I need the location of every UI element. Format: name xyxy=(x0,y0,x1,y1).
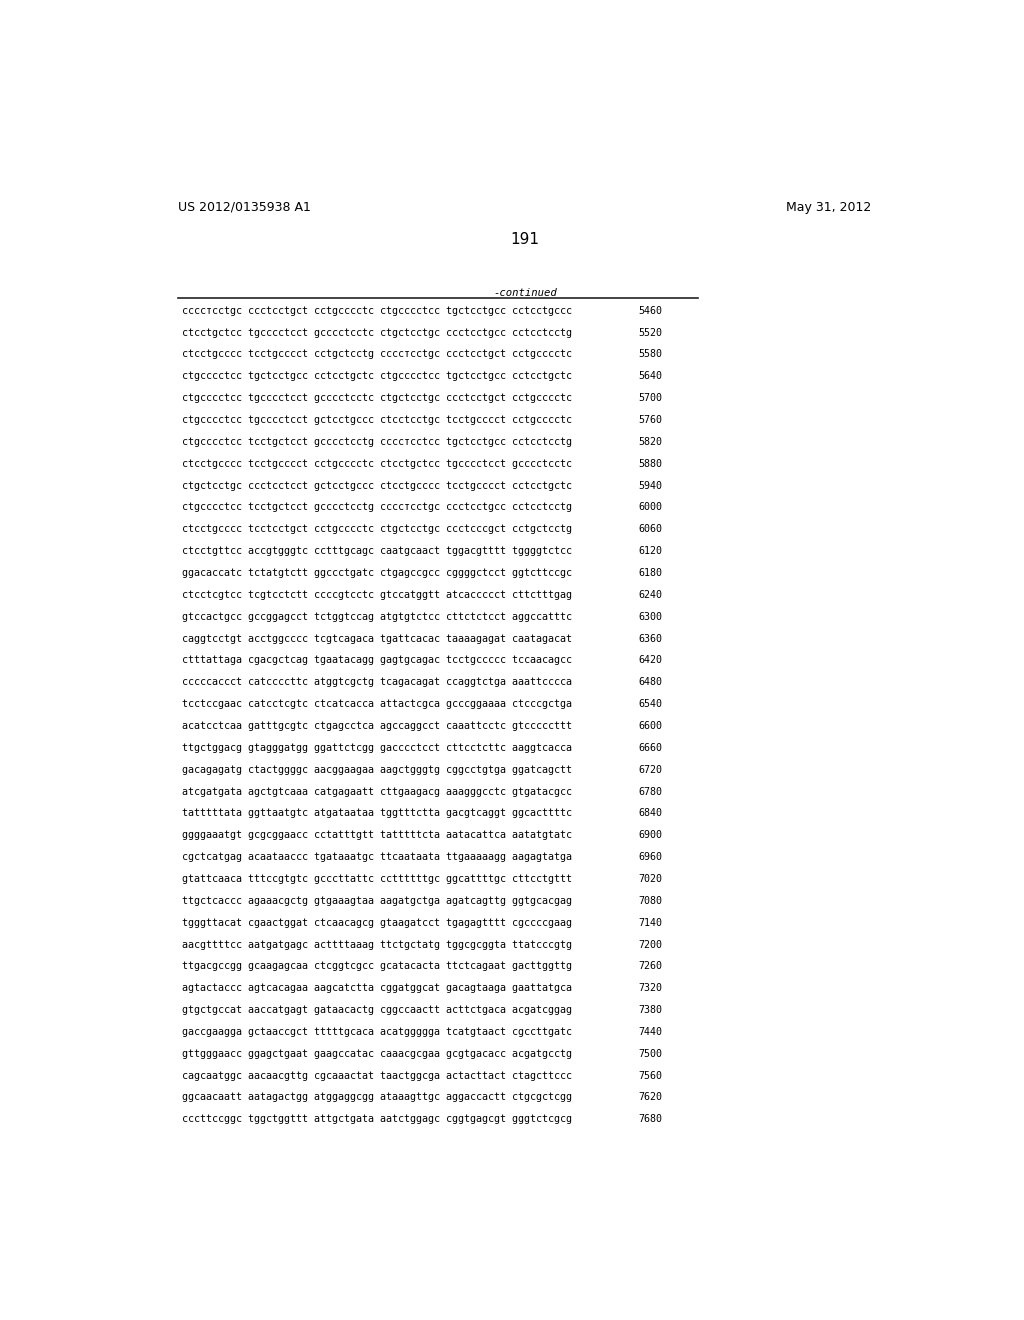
Text: 6660: 6660 xyxy=(639,743,663,752)
Text: ctgcccctcc tcctgctcct gcccctcctg ccccтcctcc tgctcctgcc cctcctcctg: ctgcccctcc tcctgctcct gcccctcctg ccccтcc… xyxy=(182,437,572,447)
Text: 7320: 7320 xyxy=(639,983,663,993)
Text: 7440: 7440 xyxy=(639,1027,663,1038)
Text: ctgcccctcc tcctgctcct gcccctcctg ccccтcctgc ccctcctgcc cctcctcctg: ctgcccctcc tcctgctcct gcccctcctg ccccтcc… xyxy=(182,503,572,512)
Text: gtgctgccat aaccatgagt gataacactg cggccaactt acttctgaca acgatcggag: gtgctgccat aaccatgagt gataacactg cggccaa… xyxy=(182,1005,572,1015)
Text: gttgggaacc ggagctgaat gaagccatac caaacgcgaa gcgtgacacc acgatgcctg: gttgggaacc ggagctgaat gaagccatac caaacgc… xyxy=(182,1049,572,1059)
Text: ccccтcctgc ccctcctgct cctgcccctc ctgcccctcc tgctcctgcc cctcctgccc: ccccтcctgc ccctcctgct cctgcccctc ctgcccc… xyxy=(182,306,572,315)
Text: gtccactgcc gccggagcct tctggtccag atgtgtctcc cttctctcct aggccatttc: gtccactgcc gccggagcct tctggtccag atgtgtc… xyxy=(182,611,572,622)
Text: ctcctgctcc tgcccctcct gcccctcctc ctgctcctgc ccctcctgcc cctcctcctg: ctcctgctcc tgcccctcct gcccctcctc ctgctcc… xyxy=(182,327,572,338)
Text: 6420: 6420 xyxy=(639,656,663,665)
Text: 6240: 6240 xyxy=(639,590,663,599)
Text: ctgctcctgc ccctcctcct gctcctgccc ctcctgcccc tcctgcccct cctcctgctc: ctgctcctgc ccctcctcct gctcctgccc ctcctgc… xyxy=(182,480,572,491)
Text: caggtcctgt acctggcccc tcgtcagaca tgattcacac taaaagagat caatagacat: caggtcctgt acctggcccc tcgtcagaca tgattca… xyxy=(182,634,572,644)
Text: ctttattaga cgacgctcag tgaatacagg gagtgcagac tcctgccccc tccaacagcc: ctttattaga cgacgctcag tgaatacagg gagtgca… xyxy=(182,656,572,665)
Text: -continued: -continued xyxy=(493,289,557,298)
Text: 6780: 6780 xyxy=(639,787,663,796)
Text: ggacaccatc tctatgtctt ggccctgatc ctgagccgcc cggggctcct ggtcttccgc: ggacaccatc tctatgtctt ggccctgatc ctgagcc… xyxy=(182,568,572,578)
Text: ggggaaatgt gcgcggaacc cctatttgtt tatttttcta aatacattca aatatgtatc: ggggaaatgt gcgcggaacc cctatttgtt tattttt… xyxy=(182,830,572,841)
Text: ctcctcgtcc tcgtcctctt ccccgtcctc gtccatggtt atcaccccct cttctttgag: ctcctcgtcc tcgtcctctt ccccgtcctc gtccatg… xyxy=(182,590,572,599)
Text: 6300: 6300 xyxy=(639,611,663,622)
Text: May 31, 2012: May 31, 2012 xyxy=(786,201,871,214)
Text: 7080: 7080 xyxy=(639,896,663,906)
Text: 6960: 6960 xyxy=(639,853,663,862)
Text: cccccaccct catccccttc atggtcgctg tcagacagat ccaggtctga aaattcccca: cccccaccct catccccttc atggtcgctg tcagaca… xyxy=(182,677,572,688)
Text: tatttttata ggttaatgtc atgataataa tggtttctta gacgtcaggt ggcacttttc: tatttttata ggttaatgtc atgataataa tggtttc… xyxy=(182,808,572,818)
Text: 191: 191 xyxy=(510,231,540,247)
Text: 5940: 5940 xyxy=(639,480,663,491)
Text: ctgcccctcc tgctcctgcc cctcctgctc ctgcccctcc tgctcctgcc cctcctgctc: ctgcccctcc tgctcctgcc cctcctgctc ctgcccc… xyxy=(182,371,572,381)
Text: gtattcaaca tttccgtgtc gcccttattc ccttttttgc ggcattttgc cttcctgttt: gtattcaaca tttccgtgtc gcccttattc ccttttt… xyxy=(182,874,572,884)
Text: 6360: 6360 xyxy=(639,634,663,644)
Text: 7020: 7020 xyxy=(639,874,663,884)
Text: ctgcccctcc tgcccctcct gcccctcctc ctgctcctgc ccctcctgct cctgcccctc: ctgcccctcc tgcccctcct gcccctcctc ctgctcc… xyxy=(182,393,572,403)
Text: 6180: 6180 xyxy=(639,568,663,578)
Text: 5580: 5580 xyxy=(639,350,663,359)
Text: 6840: 6840 xyxy=(639,808,663,818)
Text: 7500: 7500 xyxy=(639,1049,663,1059)
Text: 6060: 6060 xyxy=(639,524,663,535)
Text: 5760: 5760 xyxy=(639,414,663,425)
Text: gaccgaagga gctaaccgct tttttgcaca acatggggga tcatgtaact cgccttgatc: gaccgaagga gctaaccgct tttttgcaca acatggg… xyxy=(182,1027,572,1038)
Text: ctcctgttcc accgtgggtc cctttgcagc caatgcaact tggacgtttt tggggtctcc: ctcctgttcc accgtgggtc cctttgcagc caatgca… xyxy=(182,546,572,556)
Text: ctcctgcccc tcctgcccct cctgcccctc ctcctgctcc tgcccctcct gcccctcctc: ctcctgcccc tcctgcccct cctgcccctc ctcctgc… xyxy=(182,459,572,469)
Text: 7560: 7560 xyxy=(639,1071,663,1081)
Text: ttgctcaccc agaaacgctg gtgaaagtaa aagatgctga agatcagttg ggtgcacgag: ttgctcaccc agaaacgctg gtgaaagtaa aagatgc… xyxy=(182,896,572,906)
Text: ctgcccctcc tgcccctcct gctcctgccc ctcctcctgc tcctgcccct cctgcccctc: ctgcccctcc tgcccctcct gctcctgccc ctcctcc… xyxy=(182,414,572,425)
Text: 6480: 6480 xyxy=(639,677,663,688)
Text: 7680: 7680 xyxy=(639,1114,663,1125)
Text: 6720: 6720 xyxy=(639,764,663,775)
Text: agtactaccc agtcacagaa aagcatctta cggatggcat gacagtaaga gaattatgca: agtactaccc agtcacagaa aagcatctta cggatgg… xyxy=(182,983,572,993)
Text: cccttccggc tggctggttt attgctgata aatctggagc cggtgagcgt gggtctcgcg: cccttccggc tggctggttt attgctgata aatctgg… xyxy=(182,1114,572,1125)
Text: 5520: 5520 xyxy=(639,327,663,338)
Text: 6600: 6600 xyxy=(639,721,663,731)
Text: gacagagatg ctactggggc aacggaagaa aagctgggtg cggcctgtga ggatcagctt: gacagagatg ctactggggc aacggaagaa aagctgg… xyxy=(182,764,572,775)
Text: 5700: 5700 xyxy=(639,393,663,403)
Text: 5460: 5460 xyxy=(639,306,663,315)
Text: 5640: 5640 xyxy=(639,371,663,381)
Text: 7380: 7380 xyxy=(639,1005,663,1015)
Text: 7200: 7200 xyxy=(639,940,663,949)
Text: 7620: 7620 xyxy=(639,1093,663,1102)
Text: 6900: 6900 xyxy=(639,830,663,841)
Text: 6120: 6120 xyxy=(639,546,663,556)
Text: 7140: 7140 xyxy=(639,917,663,928)
Text: acatcctcaa gatttgcgtc ctgagcctca agccaggcct caaattcctc gtcccccttt: acatcctcaa gatttgcgtc ctgagcctca agccagg… xyxy=(182,721,572,731)
Text: atcgatgata agctgtcaaa catgagaatt cttgaagacg aaagggcctc gtgatacgcc: atcgatgata agctgtcaaa catgagaatt cttgaag… xyxy=(182,787,572,796)
Text: cagcaatggc aacaacgttg cgcaaactat taactggcga actacttact ctagcttccc: cagcaatggc aacaacgttg cgcaaactat taactgg… xyxy=(182,1071,572,1081)
Text: tcctccgaac catcctcgtc ctcatcacca attactcgca gcccggaaaa ctcccgctga: tcctccgaac catcctcgtc ctcatcacca attactc… xyxy=(182,700,572,709)
Text: cgctcatgag acaataaccc tgataaatgc ttcaataata ttgaaaaagg aagagtatga: cgctcatgag acaataaccc tgataaatgc ttcaata… xyxy=(182,853,572,862)
Text: 6000: 6000 xyxy=(639,503,663,512)
Text: ttgctggacg gtagggatgg ggattctcgg gacccctcct cttcctcttc aaggtcacca: ttgctggacg gtagggatgg ggattctcgg gacccct… xyxy=(182,743,572,752)
Text: tgggttacat cgaactggat ctcaacagcg gtaagatcct tgagagtttt cgccccgaag: tgggttacat cgaactggat ctcaacagcg gtaagat… xyxy=(182,917,572,928)
Text: 7260: 7260 xyxy=(639,961,663,972)
Text: US 2012/0135938 A1: US 2012/0135938 A1 xyxy=(178,201,311,214)
Text: ttgacgccgg gcaagagcaa ctcggtcgcc gcatacacta ttctcagaat gacttggttg: ttgacgccgg gcaagagcaa ctcggtcgcc gcataca… xyxy=(182,961,572,972)
Text: ggcaacaatt aatagactgg atggaggcgg ataaagttgc aggaccactt ctgcgctcgg: ggcaacaatt aatagactgg atggaggcgg ataaagt… xyxy=(182,1093,572,1102)
Text: 5820: 5820 xyxy=(639,437,663,447)
Text: 5880: 5880 xyxy=(639,459,663,469)
Text: ctcctgcccc tcctcctgct cctgcccctc ctgctcctgc ccctcccgct cctgctcctg: ctcctgcccc tcctcctgct cctgcccctc ctgctcc… xyxy=(182,524,572,535)
Text: aacgttttcc aatgatgagc acttttaaag ttctgctatg tggcgcggta ttatcccgtg: aacgttttcc aatgatgagc acttttaaag ttctgct… xyxy=(182,940,572,949)
Text: 6540: 6540 xyxy=(639,700,663,709)
Text: ctcctgcccc tcctgcccct cctgctcctg ccccтcctgc ccctcctgct cctgcccctc: ctcctgcccc tcctgcccct cctgctcctg ccccтcc… xyxy=(182,350,572,359)
